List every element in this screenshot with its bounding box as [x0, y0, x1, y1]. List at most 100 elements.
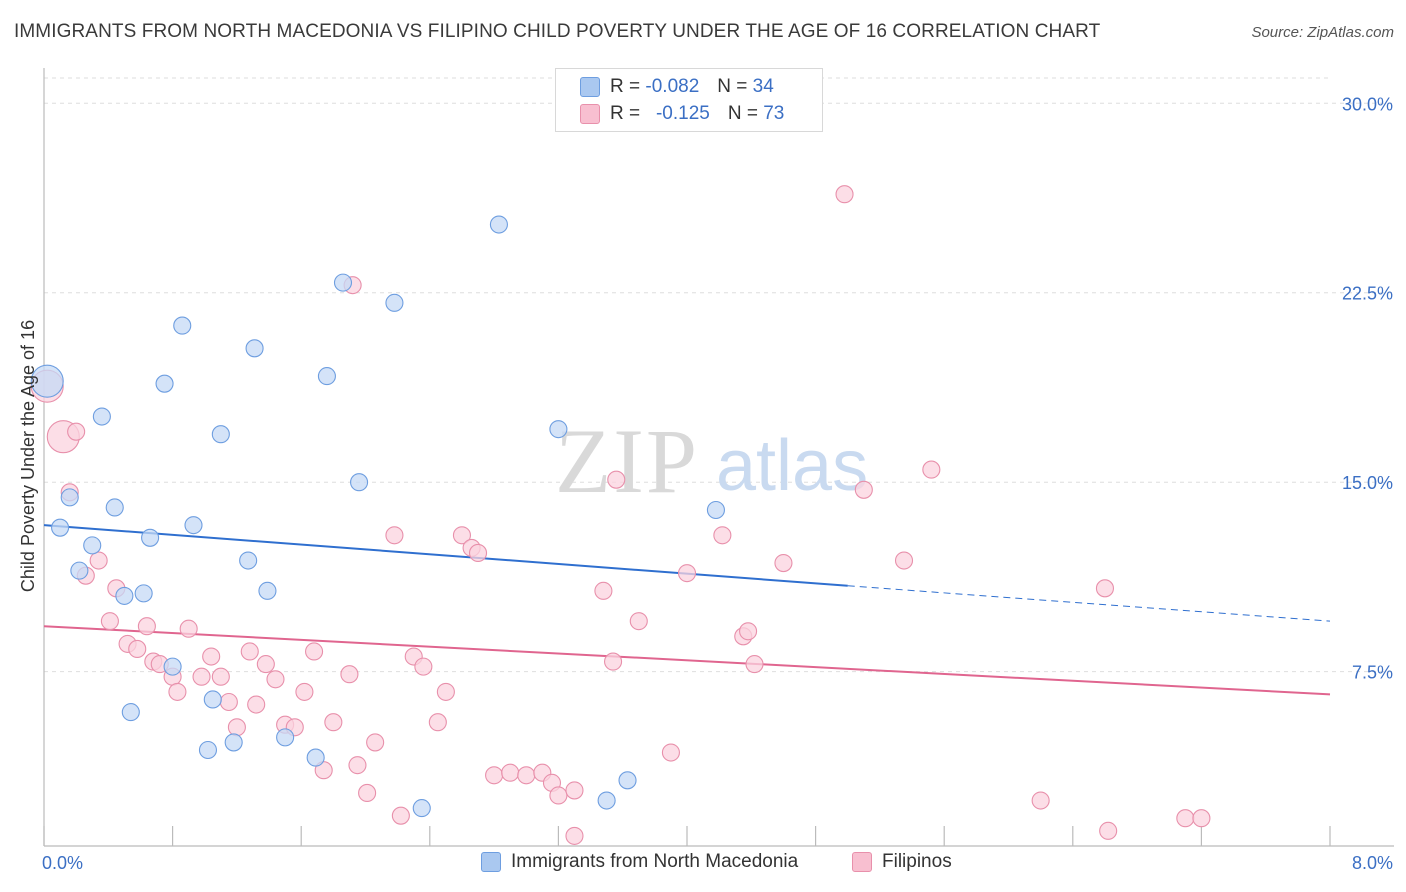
y-tick-label: 22.5%: [1342, 284, 1393, 304]
point-macedonia: [203, 690, 222, 709]
point-macedonia: [70, 561, 89, 580]
point-macedonia: [489, 215, 508, 234]
x-tick-label: 0.0%: [42, 853, 83, 873]
point-macedonia: [412, 799, 431, 818]
point-macedonia: [350, 473, 369, 492]
point-filipinos: [854, 480, 873, 499]
point-filipinos: [565, 781, 584, 800]
point-macedonia: [306, 748, 325, 767]
point-filipinos: [594, 581, 613, 600]
point-macedonia: [549, 420, 568, 439]
point-filipinos: [1031, 791, 1050, 810]
point-filipinos: [604, 652, 623, 671]
n-label: N =: [717, 76, 748, 97]
watermark-atlas: atlas: [716, 426, 868, 506]
point-macedonia: [121, 703, 140, 722]
point-macedonia: [276, 728, 295, 747]
point-filipinos: [501, 763, 520, 782]
legend-label: Immigrants from North Macedonia: [511, 851, 799, 872]
point-macedonia: [115, 586, 134, 605]
point-filipinos: [549, 786, 568, 805]
point-filipinos: [324, 713, 343, 732]
trend-line-filipinos: [43, 625, 1331, 696]
point-filipinos: [677, 564, 697, 583]
point-macedonia: [198, 740, 218, 760]
point-macedonia: [30, 364, 64, 398]
trend-line-macedonia-extension: [847, 585, 1331, 622]
point-macedonia: [224, 733, 243, 752]
point-filipinos: [428, 713, 447, 732]
legend-label: Filipinos: [882, 851, 952, 872]
point-macedonia: [83, 536, 102, 555]
point-macedonia: [105, 498, 124, 517]
point-macedonia: [211, 425, 230, 444]
y-axis-label: Child Poverty Under the Age of 16: [18, 320, 38, 592]
point-macedonia: [184, 516, 203, 535]
point-filipinos: [1099, 821, 1118, 840]
point-filipinos: [89, 551, 108, 570]
point-filipinos: [358, 783, 377, 802]
point-filipinos: [629, 612, 648, 631]
point-macedonia: [134, 584, 153, 603]
point-macedonia: [317, 367, 336, 386]
point-filipinos: [1095, 579, 1114, 598]
point-macedonia: [618, 771, 637, 790]
y-tick-label: 7.5%: [1352, 663, 1393, 683]
point-filipinos: [452, 526, 472, 545]
point-macedonia: [92, 407, 111, 426]
point-filipinos: [366, 733, 385, 752]
swatch-filipinos: [580, 104, 600, 124]
point-macedonia: [245, 339, 264, 358]
trend-line-macedonia: [43, 524, 848, 587]
point-macedonia: [60, 488, 79, 507]
point-filipinos: [219, 692, 238, 712]
y-tick-label: 15.0%: [1342, 473, 1393, 493]
point-filipinos: [348, 756, 367, 775]
x-tick-labels: 0.0% 8.0%: [42, 853, 1393, 873]
point-filipinos: [266, 670, 285, 689]
point-macedonia: [706, 500, 725, 520]
point-macedonia: [239, 551, 258, 570]
point-macedonia: [597, 791, 616, 810]
point-macedonia: [51, 518, 70, 537]
point-macedonia: [258, 581, 277, 600]
point-filipinos: [67, 422, 86, 441]
point-filipinos: [211, 667, 230, 686]
legend-item-filipinos[interactable]: Filipinos: [852, 851, 952, 873]
point-filipinos: [227, 718, 246, 737]
point-filipinos: [192, 667, 211, 686]
point-filipinos: [436, 682, 455, 701]
watermark-zip: ZIP: [555, 410, 699, 512]
swatch-filipinos: [852, 852, 872, 872]
swatch-macedonia: [580, 77, 600, 97]
point-macedonia: [163, 657, 182, 676]
point-macedonia: [155, 374, 174, 393]
point-filipinos: [137, 617, 156, 636]
point-filipinos: [468, 543, 488, 562]
point-filipinos: [391, 806, 410, 825]
point-filipinos: [179, 619, 198, 638]
point-filipinos: [385, 526, 404, 545]
source-credit: Source: ZipAtlas.com: [1251, 24, 1394, 41]
point-filipinos: [100, 612, 119, 631]
series-legend: Immigrants from North Macedonia Filipino…: [0, 851, 1406, 877]
point-filipinos: [247, 695, 266, 714]
point-macedonia: [141, 528, 160, 547]
point-filipinos: [340, 665, 359, 684]
data-points: [30, 185, 1211, 845]
watermark: ZIP atlas: [555, 410, 868, 512]
point-filipinos: [922, 460, 941, 479]
point-filipinos: [774, 554, 793, 573]
point-filipinos: [713, 526, 732, 545]
y-tick-label: 30.0%: [1342, 94, 1393, 114]
point-filipinos: [835, 185, 854, 204]
point-macedonia: [333, 273, 353, 292]
legend-item-macedonia[interactable]: Immigrants from North Macedonia: [481, 851, 798, 873]
point-filipinos: [256, 655, 275, 674]
point-filipinos: [1192, 809, 1211, 828]
r-value: -0.125: [655, 103, 710, 124]
r-label: R =: [610, 76, 641, 97]
y-tick-labels: 7.5% 15.0% 22.5% 30.0%: [1342, 94, 1393, 682]
point-filipinos: [240, 642, 259, 661]
